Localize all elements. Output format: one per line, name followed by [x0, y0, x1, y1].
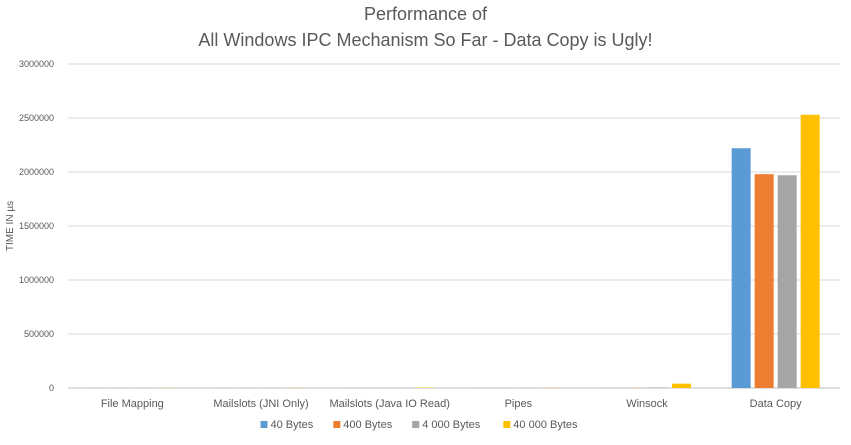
legend-swatch	[260, 421, 268, 428]
y-axis-label: TIME IN µs	[5, 201, 16, 251]
category-label: Data Copy	[750, 398, 802, 410]
legend-label: 40 Bytes	[271, 419, 314, 431]
gridlines	[68, 63, 840, 389]
bar	[731, 148, 751, 388]
legend-label: 4 000 Bytes	[422, 419, 481, 431]
category-label: Pipes	[505, 398, 533, 410]
y-tick-labels: 0 500000 1000000 1500000 2000000 2500000 30000…	[19, 59, 54, 393]
category-labels: File Mapping Mailslots (JNI Only) Mailslot…	[101, 398, 802, 410]
y-tick-label: 500000	[24, 329, 54, 339]
bar	[672, 383, 691, 388]
category-label: Mailslots (Java IO Read)	[329, 398, 449, 410]
category-label: File Mapping	[101, 398, 164, 410]
chart-title-line-2: All Windows IPC Mechanism So Far - Data …	[198, 30, 652, 50]
legend-swatch	[333, 421, 341, 428]
bars	[88, 114, 820, 388]
y-tick-label: 1000000	[19, 275, 54, 285]
legend-swatch	[503, 421, 511, 428]
chart-title-line-1: Performance of	[364, 4, 488, 24]
bar	[777, 175, 797, 388]
y-tick-label: 3000000	[19, 59, 54, 69]
y-tick-label: 2500000	[19, 113, 54, 123]
y-tick-label: 0	[49, 383, 54, 393]
category-label: Winsock	[626, 398, 668, 410]
bar	[649, 387, 668, 388]
y-tick-label: 1500000	[19, 221, 54, 231]
y-tick-label: 2000000	[19, 167, 54, 177]
bar	[800, 114, 820, 388]
bar	[754, 174, 774, 388]
legend-label: 400 Bytes	[343, 419, 392, 431]
legend: 40 Bytes 400 Bytes 4 000 Bytes 40 000 Bytes	[260, 419, 578, 431]
legend-swatch	[412, 421, 420, 428]
legend-label: 40 000 Bytes	[513, 419, 578, 431]
category-label: Mailslots (JNI Only)	[213, 398, 308, 410]
